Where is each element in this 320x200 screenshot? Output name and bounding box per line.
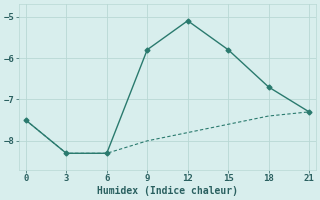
X-axis label: Humidex (Indice chaleur): Humidex (Indice chaleur) bbox=[97, 186, 238, 196]
